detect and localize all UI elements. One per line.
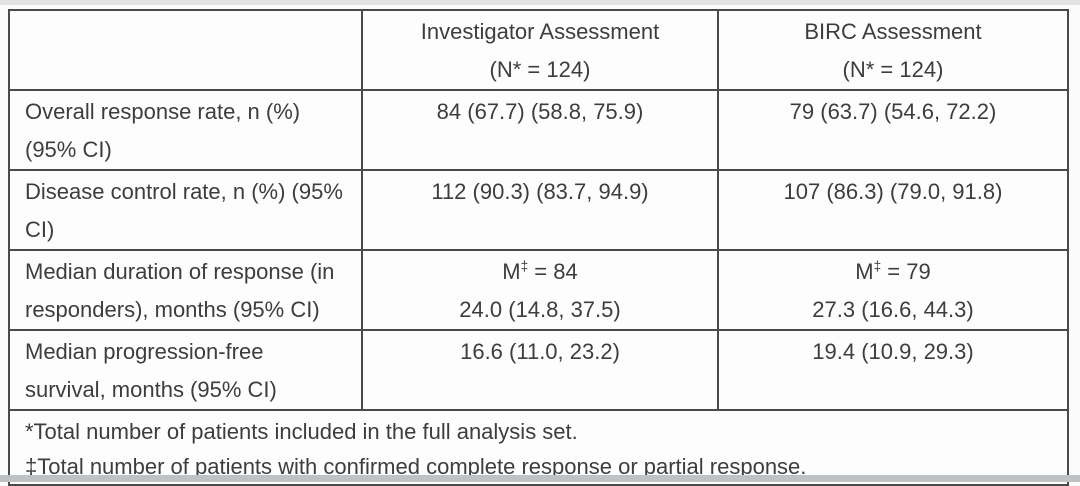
row-label-line1: Overall response rate, n (%) xyxy=(25,99,301,124)
footnote-cell: *Total number of patients included in th… xyxy=(8,409,1069,486)
cell-value: 27.3 (16.6, 44.3) xyxy=(812,297,974,322)
double-dagger-sup: ‡ xyxy=(520,258,529,274)
cell-dcr-birc: 107 (86.3) (79.0, 91.8) xyxy=(717,169,1069,251)
col-header-birc-line1: BIRC Assessment xyxy=(804,19,982,44)
cell-value: 19.4 (10.9, 29.3) xyxy=(812,339,974,364)
row-label-median-pfs: Median progression-free survival, months… xyxy=(8,329,363,411)
table-row-median-duration-of-response: Median duration of response (in responde… xyxy=(8,249,1069,331)
table-row-disease-control-rate: Disease control rate, n (%) (95% CI) 112… xyxy=(8,169,1069,251)
table-row-median-pfs: Median progression-free survival, months… xyxy=(8,329,1069,411)
cell-value: 112 (90.3) (83.7, 94.9) xyxy=(431,179,649,204)
cell-orr-birc: 79 (63.7) (54.6, 72.2) xyxy=(717,89,1069,171)
cell-pfs-birc: 19.4 (10.9, 29.3) xyxy=(717,329,1069,411)
m-prefix: M xyxy=(502,259,521,284)
row-label-line2: survival, months (95% CI) xyxy=(25,377,277,402)
footnote-row: *Total number of patients included in th… xyxy=(8,409,1069,486)
m-suffix: = 84 xyxy=(528,259,578,284)
col-header-investigator: Investigator Assessment (N* = 124) xyxy=(361,9,719,91)
cell-dcr-investigator: 112 (90.3) (83.7, 94.9) xyxy=(361,169,719,251)
cell-value-m-line: M‡ = 84 xyxy=(371,253,709,291)
row-label-line1: Disease control rate, n (%) (95% xyxy=(25,179,343,204)
row-label-line2: (95% CI) xyxy=(25,137,112,162)
col-header-investigator-line1: Investigator Assessment xyxy=(420,19,660,44)
cell-pfs-investigator: 16.6 (11.0, 23.2) xyxy=(361,329,719,411)
cell-value: 24.0 (14.8, 37.5) xyxy=(459,297,621,322)
col-header-birc: BIRC Assessment (N* = 124) xyxy=(717,9,1069,91)
screenshot-top-edge xyxy=(0,0,1080,5)
row-label-line1: Median duration of response (in xyxy=(25,259,335,284)
cell-value: 16.6 (11.0, 23.2) xyxy=(460,339,620,364)
footnote-double-dagger: ‡Total number of patients with confirmed… xyxy=(25,454,807,479)
row-label-line2: responders), months (95% CI) xyxy=(25,297,320,322)
screenshot-bottom-edge xyxy=(0,475,1080,482)
row-label-overall-response-rate: Overall response rate, n (%) (95% CI) xyxy=(8,89,363,171)
efficacy-results-table: Investigator Assessment (N* = 124) BIRC … xyxy=(8,9,1069,486)
row-label-line2: CI) xyxy=(25,217,55,242)
cell-value-m-line: M‡ = 79 xyxy=(727,253,1059,291)
corner-cell xyxy=(8,9,363,91)
col-header-investigator-line2: (N* = 124) xyxy=(489,57,591,82)
cell-dor-birc: M‡ = 79 27.3 (16.6, 44.3) xyxy=(717,249,1069,331)
row-label-median-duration-of-response: Median duration of response (in responde… xyxy=(8,249,363,331)
header-row: Investigator Assessment (N* = 124) BIRC … xyxy=(8,9,1069,91)
cell-dor-investigator: M‡ = 84 24.0 (14.8, 37.5) xyxy=(361,249,719,331)
cell-orr-investigator: 84 (67.7) (58.8, 75.9) xyxy=(361,89,719,171)
footnote-asterisk: *Total number of patients included in th… xyxy=(25,419,578,444)
m-suffix: = 79 xyxy=(881,259,931,284)
m-prefix: M xyxy=(855,259,874,284)
row-label-line1: Median progression-free xyxy=(25,339,264,364)
double-dagger-sup: ‡ xyxy=(873,258,882,274)
row-label-disease-control-rate: Disease control rate, n (%) (95% CI) xyxy=(8,169,363,251)
cell-value: 84 (67.7) (58.8, 75.9) xyxy=(436,99,644,124)
col-header-birc-line2: (N* = 124) xyxy=(842,57,944,82)
cell-value: 107 (86.3) (79.0, 91.8) xyxy=(783,179,1003,204)
table-row-overall-response-rate: Overall response rate, n (%) (95% CI) 84… xyxy=(8,89,1069,171)
cell-value: 79 (63.7) (54.6, 72.2) xyxy=(789,99,997,124)
